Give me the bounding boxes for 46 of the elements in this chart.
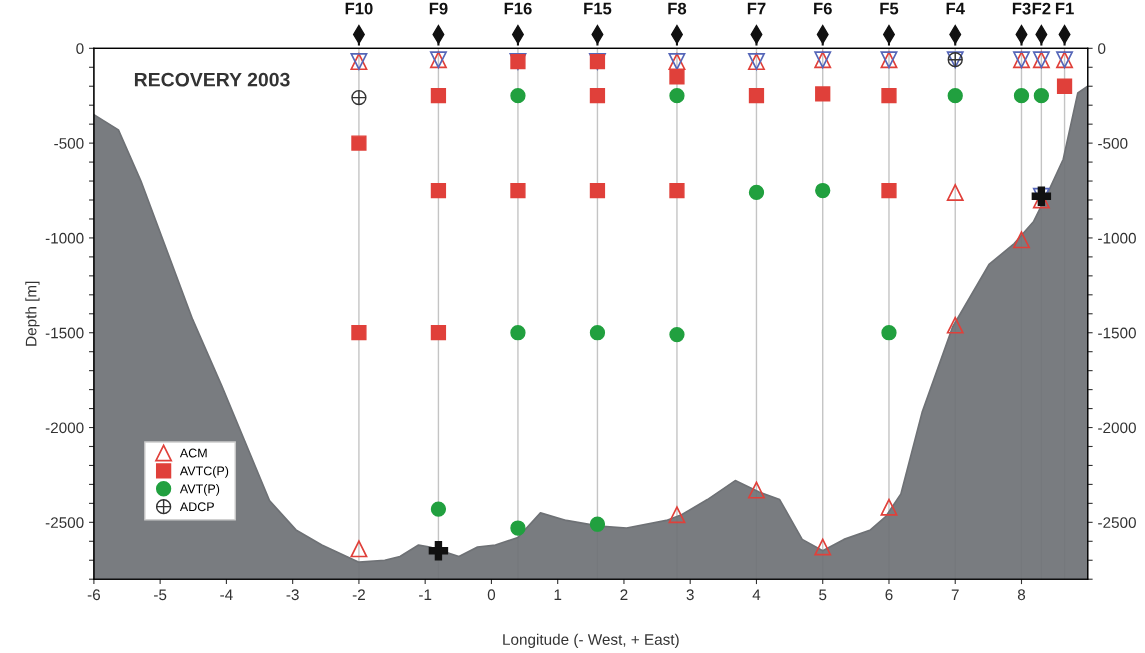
x-axis-title: Longitude (- West, + East) xyxy=(503,633,679,648)
x-tick-label: -1 xyxy=(419,589,432,600)
x-tick-label: 4 xyxy=(752,589,761,600)
annotation: F16 xyxy=(504,2,532,15)
annotation: F10 xyxy=(345,2,373,15)
annotation: F3 xyxy=(1012,2,1031,15)
y-tick-label: 0 xyxy=(76,43,84,55)
legend-label: AVT(P) xyxy=(179,484,220,496)
x-tick-label: 8 xyxy=(1017,589,1026,601)
y-axis-title: Depth [m] xyxy=(25,281,40,346)
x-tick-label: 5 xyxy=(819,589,827,601)
x-tick-label: 3 xyxy=(686,589,694,601)
x-tick-label: 2 xyxy=(620,589,628,600)
y-tick-label: -1000 xyxy=(45,232,84,244)
x-tick-label: 1 xyxy=(554,589,562,600)
y2-tick-label: -1000 xyxy=(1098,232,1136,244)
x-tick-label: -4 xyxy=(220,589,233,600)
annotation: F5 xyxy=(880,2,899,15)
y2-tick-label: -500 xyxy=(1098,137,1128,149)
annotation: F2 xyxy=(1032,2,1051,15)
x-tick-label: -3 xyxy=(286,589,299,601)
x-tick-label: 7 xyxy=(951,589,959,600)
x-tick-label: 0 xyxy=(487,589,496,601)
y2-tick-label: -1500 xyxy=(1098,327,1136,339)
annotation: F7 xyxy=(747,2,766,15)
y2-tick-label: -2000 xyxy=(1098,422,1136,434)
legend-label: ACM xyxy=(179,448,207,458)
x-tick-label: -6 xyxy=(87,589,101,601)
x-tick-label: 6 xyxy=(885,589,893,601)
annotation: F8 xyxy=(668,2,687,15)
y2-tick-label: -2500 xyxy=(1098,517,1136,529)
annotation: F9 xyxy=(429,2,448,15)
legend-label: ADCP xyxy=(179,502,214,512)
y-tick-label: -500 xyxy=(54,137,84,149)
annotation: F15 xyxy=(584,2,612,15)
x-tick-label: -5 xyxy=(154,589,167,601)
y2-tick-label: 0 xyxy=(1098,43,1106,55)
annotation: F6 xyxy=(814,2,832,15)
annotation: F4 xyxy=(946,2,965,15)
y-tick-label: -2500 xyxy=(45,517,84,529)
y-tick-label: -2000 xyxy=(45,422,84,434)
text: RECOVERY 2003 xyxy=(134,72,290,87)
annotation: F1 xyxy=(1055,2,1074,15)
y-tick-label: -1500 xyxy=(45,327,84,339)
legend-label: AVTC(P) xyxy=(179,466,229,478)
x-tick-label: -2 xyxy=(352,589,365,600)
